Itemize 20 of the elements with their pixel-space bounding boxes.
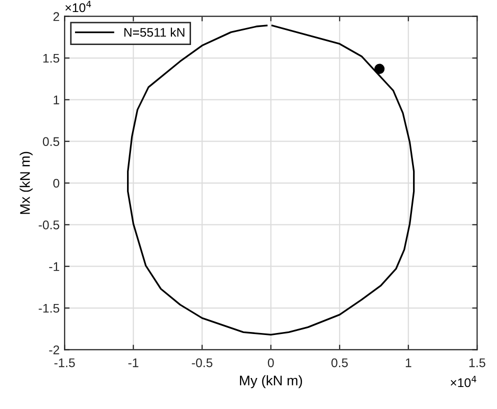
y-axis-title: Mx (kN m) — [20, 152, 33, 214]
y-tick-label: 0 — [53, 178, 60, 188]
x-axis-title: My (kN m) — [240, 375, 302, 388]
y-tick-label: 2 — [53, 12, 60, 21]
y-tick-label: -1 — [49, 262, 60, 271]
text: ×10$^{4}$ — [450, 376, 476, 388]
y-tick-label: 0.5 — [42, 137, 60, 146]
y-tick-label: -2 — [49, 345, 60, 354]
y-tick-label: -0.5 — [38, 220, 60, 230]
text: ×10$^{4}$ — [65, 0, 92, 12]
y-tick-label: 1 — [54, 96, 60, 104]
x-tick-label: 0 — [268, 358, 274, 368]
x-tick-label: -1 — [128, 358, 138, 368]
x-tick-label: -0.5 — [192, 358, 212, 368]
y-tick-label: 1.5 — [43, 54, 60, 63]
x-tick-label: 1 — [406, 358, 412, 368]
y-tick-label: -1.5 — [38, 304, 60, 313]
x-tick-label: 1.5 — [469, 358, 486, 368]
legend-label: N=5511 kN — [124, 28, 184, 37]
x-tick-label: 0.5 — [331, 358, 348, 368]
